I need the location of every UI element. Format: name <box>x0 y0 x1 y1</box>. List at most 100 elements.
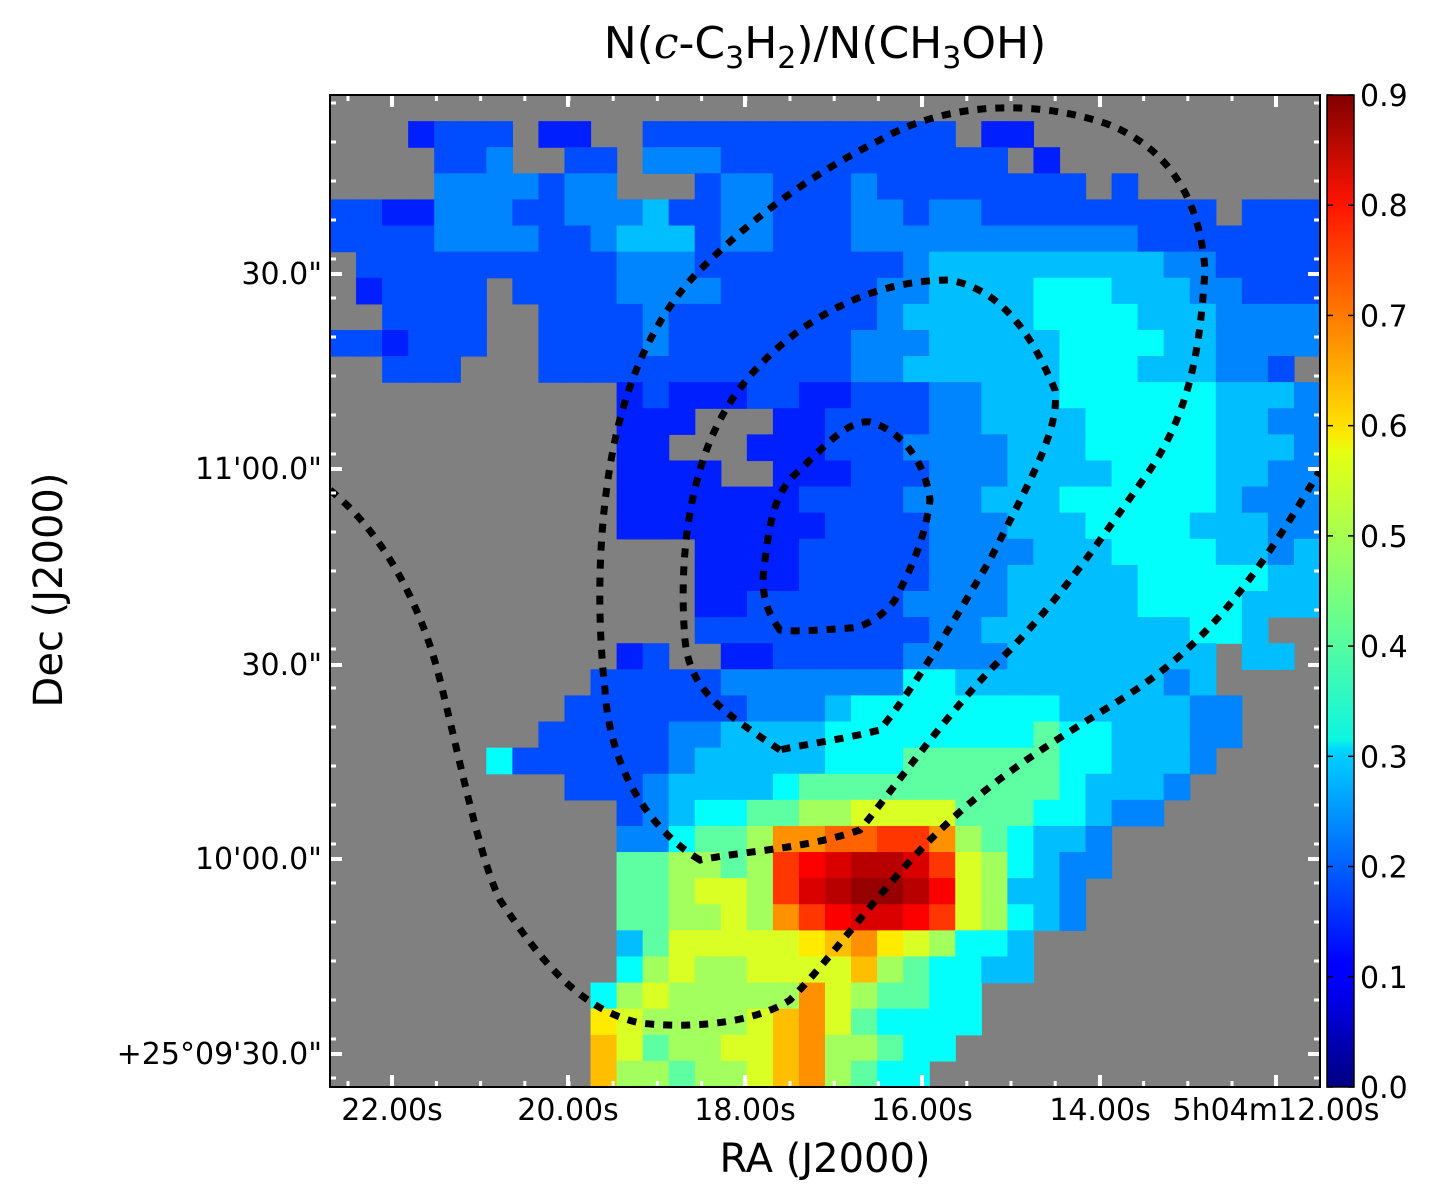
heatmap-cell <box>746 695 774 723</box>
heatmap-cell <box>851 434 878 462</box>
heatmap-cell <box>981 329 1008 357</box>
heatmap-cell <box>1215 225 1243 253</box>
heatmap-cell <box>642 356 670 383</box>
heatmap-cell <box>772 669 800 697</box>
heatmap-cell <box>1137 251 1165 279</box>
heatmap-cell <box>616 1060 644 1087</box>
heatmap-cell <box>720 356 748 383</box>
heatmap-cell <box>590 982 618 1010</box>
heatmap-cell <box>616 930 644 958</box>
heatmap-cell <box>877 251 904 279</box>
heatmap-cell <box>434 173 461 201</box>
heatmap-cell <box>1137 721 1165 749</box>
heatmap-cell <box>772 852 800 879</box>
heatmap-cell <box>1111 564 1139 592</box>
heatmap-cell <box>1007 538 1035 566</box>
heatmap-cell <box>642 878 670 905</box>
colorbar-tick-label: 0.6 <box>1360 410 1408 445</box>
heatmap-cell <box>1059 904 1087 931</box>
heatmap-cell <box>825 486 852 514</box>
heatmap-cell <box>668 852 696 879</box>
heatmap-cell <box>720 277 748 305</box>
heatmap-cell <box>929 147 956 174</box>
heatmap-cell <box>746 382 774 409</box>
heatmap-cell <box>590 173 618 201</box>
heatmap-cell <box>694 486 722 514</box>
colorbar-gradient <box>1326 94 1355 1088</box>
heatmap-cell <box>877 643 904 670</box>
y-tick-label: 10'00.0" <box>195 842 322 877</box>
colorbar-tick-label: 0.1 <box>1360 961 1408 996</box>
heatmap-cell <box>1007 512 1035 540</box>
heatmap-cell <box>512 173 540 201</box>
heatmap-cell <box>1033 512 1061 540</box>
heatmap-cell <box>929 303 956 331</box>
heatmap-cell <box>1267 643 1295 670</box>
heatmap-cell <box>1267 434 1295 462</box>
heatmap-cell <box>981 930 1008 958</box>
heatmap-cell <box>955 486 982 514</box>
heatmap-cell <box>981 408 1008 435</box>
heatmap-cell <box>668 225 696 253</box>
heatmap-cell <box>877 382 904 409</box>
heatmap-cell <box>1111 538 1139 566</box>
heatmap-cell <box>1085 669 1113 697</box>
heatmap-cell <box>746 173 774 201</box>
heatmap-cell <box>929 878 956 905</box>
x-tick-label: 14.00s <box>1049 1093 1151 1128</box>
heatmap-cell <box>668 721 696 749</box>
heatmap-cell <box>955 251 982 279</box>
heatmap-cell <box>694 617 722 644</box>
contour-core <box>759 418 934 635</box>
heatmap-cell <box>851 460 878 488</box>
heatmap-cell <box>486 747 513 775</box>
heatmap-cell <box>616 512 644 540</box>
heatmap-cell <box>1007 356 1035 383</box>
heatmap-cell <box>877 669 904 697</box>
heatmap-cell <box>903 1008 930 1036</box>
heatmap-cell <box>720 669 748 697</box>
heatmap-cell <box>1033 852 1061 879</box>
heatmap-cell <box>955 825 982 853</box>
heatmap-cell <box>1267 303 1295 331</box>
heatmap-cell <box>929 904 956 931</box>
heatmap-cell <box>1085 773 1113 801</box>
heatmap-cell <box>798 1008 826 1036</box>
heatmap-cell <box>1007 956 1035 984</box>
heatmap-cell <box>668 1034 696 1062</box>
heatmap-cell <box>408 199 435 227</box>
heatmap-cell <box>1163 225 1191 253</box>
heatmap-cell <box>877 121 904 148</box>
heatmap-cell <box>512 199 540 227</box>
heatmap-cell <box>1059 303 1087 331</box>
heatmap-cell <box>1007 199 1035 227</box>
heatmap-cell <box>798 1060 826 1087</box>
heatmap-cell <box>1059 199 1087 227</box>
heatmap-cell <box>1293 434 1320 462</box>
heatmap-cell <box>1059 225 1087 253</box>
heatmap-cell <box>1033 721 1061 749</box>
heatmap-cell <box>590 329 618 357</box>
heatmap-cell <box>434 356 461 383</box>
heatmap-cell <box>616 434 644 462</box>
heatmap-cell <box>668 199 696 227</box>
heatmap-cell <box>538 747 566 775</box>
heatmap-cell <box>616 303 644 331</box>
heatmap-cell <box>1215 460 1243 488</box>
heatmap-cell <box>929 956 956 984</box>
colorbar-tick-label: 0.0 <box>1360 1071 1408 1106</box>
heatmap-cell <box>903 251 930 279</box>
heatmap-cell <box>1059 460 1087 488</box>
heatmap-cell <box>981 121 1008 148</box>
heatmap-cell <box>798 643 826 670</box>
heatmap-cell <box>1241 460 1269 488</box>
heatmap-cell <box>1267 564 1295 592</box>
heatmap-cell <box>877 825 904 853</box>
heatmap-cell <box>694 904 722 931</box>
heatmap-cell <box>903 225 930 253</box>
heatmap-cell <box>694 356 722 383</box>
heatmap-cell <box>851 956 878 984</box>
heatmap-cell <box>1085 486 1113 514</box>
heatmap-cell <box>877 277 904 305</box>
heatmap-cell <box>668 147 696 174</box>
